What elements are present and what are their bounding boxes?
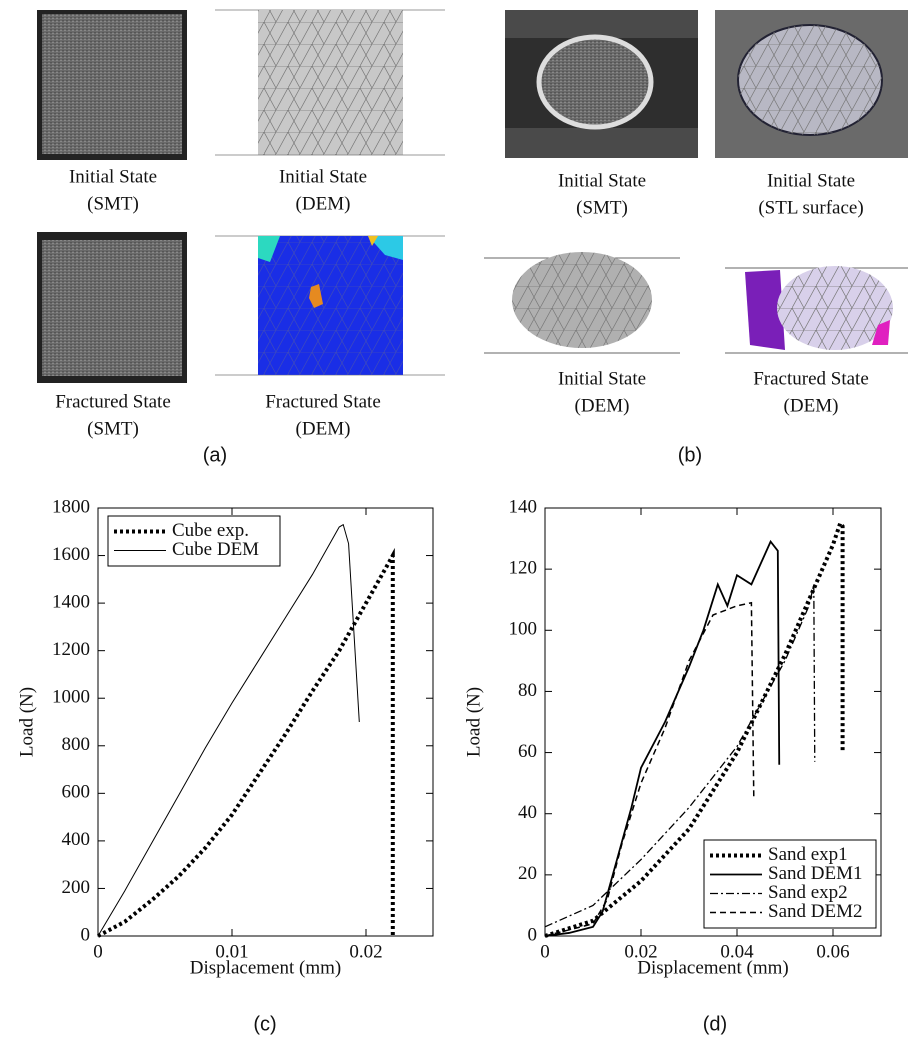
caption: Fractured State	[753, 368, 869, 389]
legend-label: Sand exp1	[768, 844, 848, 865]
y-tick-label: 1000	[52, 687, 90, 708]
caption: (DEM)	[784, 395, 839, 416]
x-tick-label: 0	[93, 941, 103, 962]
y-tick-label: 600	[62, 782, 91, 803]
legend-label: Sand DEM1	[768, 863, 862, 884]
caption: Initial State	[69, 166, 157, 187]
y-tick-label: 1200	[52, 639, 90, 660]
y-tick-label: 1800	[52, 496, 90, 517]
y-tick-label: 1400	[52, 591, 90, 612]
caption: (SMT)	[576, 197, 628, 218]
image	[258, 236, 403, 375]
panel-label: (b)	[678, 444, 702, 466]
legend-label: Cube DEM	[172, 539, 259, 560]
y-axis-label: Load (N)	[16, 687, 37, 757]
image	[258, 10, 403, 155]
caption: (SMT)	[87, 193, 139, 214]
legend-label: Cube exp.	[172, 520, 249, 541]
y-tick-label: 200	[62, 877, 91, 898]
y-tick-label: 100	[509, 619, 538, 640]
grain	[738, 25, 882, 135]
x-axis-label: Displacement (mm)	[190, 957, 341, 978]
caption: (DEM)	[296, 418, 351, 439]
y-tick-label: 60	[518, 741, 537, 762]
panel-label: (d)	[703, 1013, 727, 1035]
data-line	[98, 556, 393, 936]
y-tick-label: 120	[509, 558, 538, 579]
caption: Initial State	[279, 166, 367, 187]
caption: Initial State	[558, 368, 646, 389]
panel-label: (c)	[253, 1013, 276, 1035]
y-tick-label: 80	[518, 680, 537, 701]
image	[42, 14, 182, 154]
caption: Initial State	[767, 170, 855, 191]
caption: (SMT)	[87, 418, 139, 439]
y-tick-label: 800	[62, 734, 91, 755]
y-tick-label: 40	[518, 802, 537, 823]
x-axis-label: Displacement (mm)	[637, 957, 788, 978]
caption: Fractured State	[55, 391, 171, 412]
legend-label: Sand exp2	[768, 882, 848, 903]
caption: (STL surface)	[758, 197, 863, 218]
y-axis-label: Load (N)	[463, 687, 484, 757]
figure: Initial State (SMT) Initial State (DEM) …	[0, 0, 909, 1043]
x-tick-label: 0.06	[816, 941, 849, 962]
data-line	[98, 525, 359, 936]
y-tick-label: 1600	[52, 544, 90, 565]
panel-label: (a)	[203, 444, 227, 466]
x-tick-label: 0	[540, 941, 550, 962]
grain	[512, 252, 652, 348]
caption: (DEM)	[575, 395, 630, 416]
legend-label: Sand DEM2	[768, 901, 862, 922]
y-tick-label: 0	[81, 924, 91, 945]
y-tick-label: 400	[62, 829, 91, 850]
caption: Fractured State	[265, 391, 381, 412]
y-tick-label: 140	[509, 496, 538, 517]
y-tick-label: 20	[518, 863, 537, 884]
caption: (DEM)	[296, 193, 351, 214]
grain	[539, 37, 651, 127]
y-tick-label: 0	[528, 924, 538, 945]
image	[42, 240, 182, 376]
caption: Initial State	[558, 170, 646, 191]
x-tick-label: 0.02	[349, 941, 382, 962]
